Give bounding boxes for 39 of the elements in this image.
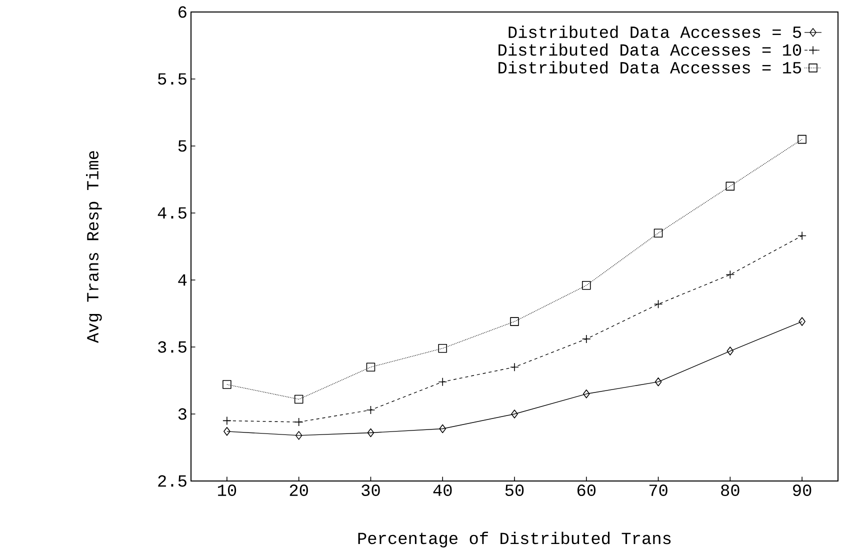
x-axis-title: Percentage of Distributed Trans	[358, 532, 671, 548]
y-tick-label: 3	[178, 408, 186, 420]
point	[294, 394, 304, 404]
x-tick-label: 80	[721, 484, 740, 496]
x-tick-label: 70	[649, 484, 668, 496]
x-tick-label: 60	[577, 484, 596, 496]
point	[726, 182, 735, 191]
point	[439, 424, 446, 434]
point	[582, 390, 590, 398]
y-tick-label: 3.5	[158, 341, 186, 353]
legend-label: Distributed Data Accesses = 15	[498, 61, 802, 74]
x-tick-label: 10	[218, 484, 236, 496]
point	[510, 317, 519, 326]
y-tick-label: 5	[178, 140, 186, 152]
y-tick-label: 6	[178, 6, 186, 18]
x-tick-label: 30	[362, 484, 380, 496]
point	[367, 428, 374, 438]
point	[654, 377, 662, 386]
point	[582, 280, 591, 290]
point	[295, 431, 302, 440]
y-tick-label: 2.5	[158, 475, 186, 487]
point	[798, 317, 806, 326]
point	[222, 380, 232, 389]
point	[654, 228, 663, 238]
legend-label: Distributed Data Accesses = 10	[498, 43, 802, 56]
y-tick-label: 5.5	[158, 73, 186, 85]
point	[798, 134, 806, 144]
y-tick-label: 4.5	[158, 207, 186, 219]
x-tick-label: 90	[793, 484, 812, 496]
point	[438, 344, 448, 353]
point	[726, 346, 734, 356]
point	[366, 362, 376, 372]
x-tick-label: 20	[290, 484, 308, 496]
y-tick-label: 4	[178, 274, 187, 286]
x-tick-label: 50	[505, 484, 524, 496]
x-tick-label: 40	[433, 484, 452, 496]
point	[511, 410, 518, 418]
y-axis-title: Avg Trans Resp Time	[86, 151, 102, 344]
legend-label: Distributed Data Accesses = 5	[508, 26, 802, 38]
